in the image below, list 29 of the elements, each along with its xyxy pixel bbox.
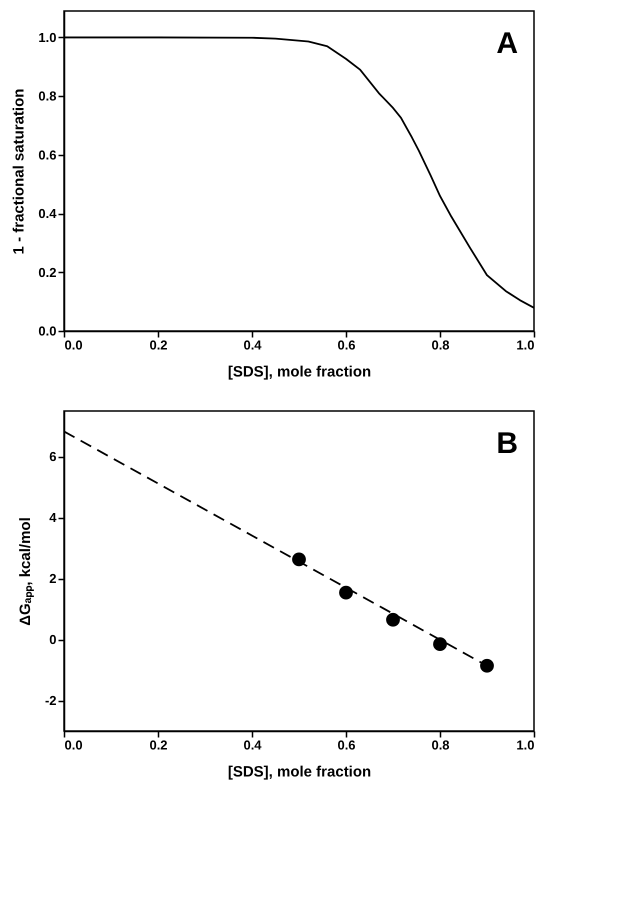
y-tick-label: 0.8 <box>38 88 56 104</box>
x-tick-label: 0.4 <box>243 338 262 352</box>
x-tick-label: 0.8 <box>431 338 450 352</box>
x-tick-label: 0.8 <box>431 738 450 752</box>
y-tick-label: 6 <box>49 449 56 464</box>
y-tick-label: 0.2 <box>38 264 56 280</box>
x-tick-label: 0.4 <box>243 738 262 752</box>
x-axis-title: [SDS], mole fraction <box>228 764 372 780</box>
x-tick-label: 0.0 <box>64 738 83 752</box>
y-axis-title: ΔGₐₚₚ, kcal/mol <box>16 517 34 626</box>
x-tick-label: 0.2 <box>149 738 168 752</box>
y-tick-label: 0 <box>49 632 56 648</box>
y-tick-label: 0.0 <box>38 324 56 338</box>
annotation: A <box>496 27 518 60</box>
y-tick-label: 4 <box>49 510 58 526</box>
y-tick-label: 0.6 <box>38 147 56 162</box>
x-tick-label: 0.6 <box>337 338 356 352</box>
x-tick-label: 0.6 <box>337 738 356 752</box>
x-tick-label: 1.0 <box>516 338 534 352</box>
x-tick-label: 0.2 <box>149 338 168 352</box>
y-axis-title: 1 - fractional saturation <box>10 88 28 254</box>
x-tick-label: 1.0 <box>516 738 534 752</box>
y-tick-label: 1.0 <box>38 30 56 45</box>
y-tick-label: 0.4 <box>38 206 58 222</box>
y-tick-label: -2 <box>44 693 56 708</box>
y-tick-label: 2 <box>49 571 56 586</box>
x-tick-label: 0.0 <box>64 338 83 352</box>
x-axis-title: [SDS], mole fraction <box>228 364 372 380</box>
annotation: B <box>496 427 518 460</box>
